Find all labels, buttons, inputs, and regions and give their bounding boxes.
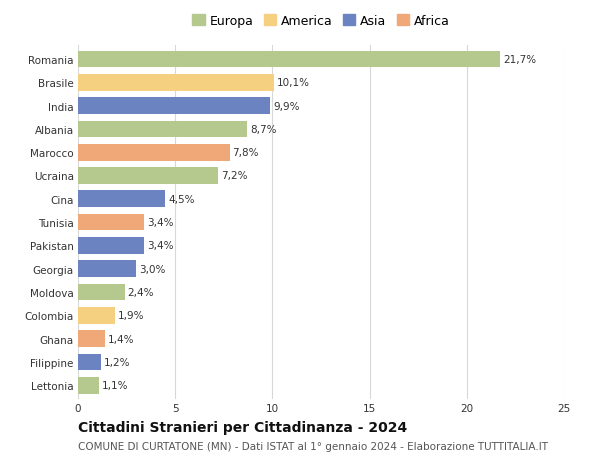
- Bar: [78, 121, 247, 138]
- Text: 7,2%: 7,2%: [221, 171, 247, 181]
- Bar: [78, 214, 144, 231]
- Text: 7,8%: 7,8%: [233, 148, 259, 158]
- Bar: [78, 51, 500, 68]
- Text: 9,9%: 9,9%: [274, 101, 300, 112]
- Bar: [78, 237, 144, 254]
- Text: 3,4%: 3,4%: [147, 218, 173, 228]
- Bar: [78, 168, 218, 185]
- Text: 1,4%: 1,4%: [108, 334, 134, 344]
- Text: 3,0%: 3,0%: [139, 264, 166, 274]
- Bar: [78, 307, 115, 324]
- Text: 8,7%: 8,7%: [250, 124, 277, 134]
- Legend: Europa, America, Asia, Africa: Europa, America, Asia, Africa: [187, 10, 455, 33]
- Bar: [78, 377, 100, 394]
- Bar: [78, 191, 166, 208]
- Text: 2,4%: 2,4%: [128, 287, 154, 297]
- Text: 1,9%: 1,9%: [118, 311, 145, 321]
- Bar: [78, 330, 105, 347]
- Text: 4,5%: 4,5%: [169, 194, 195, 204]
- Bar: [78, 98, 271, 115]
- Text: 10,1%: 10,1%: [277, 78, 310, 88]
- Text: COMUNE DI CURTATONE (MN) - Dati ISTAT al 1° gennaio 2024 - Elaborazione TUTTITAL: COMUNE DI CURTATONE (MN) - Dati ISTAT al…: [78, 441, 548, 451]
- Text: 3,4%: 3,4%: [147, 241, 173, 251]
- Text: 21,7%: 21,7%: [503, 55, 536, 65]
- Text: Cittadini Stranieri per Cittadinanza - 2024: Cittadini Stranieri per Cittadinanza - 2…: [78, 420, 407, 434]
- Bar: [78, 75, 274, 91]
- Bar: [78, 284, 125, 301]
- Text: 1,1%: 1,1%: [102, 381, 129, 390]
- Bar: [78, 354, 101, 370]
- Bar: [78, 145, 230, 161]
- Bar: [78, 261, 136, 278]
- Text: 1,2%: 1,2%: [104, 357, 131, 367]
